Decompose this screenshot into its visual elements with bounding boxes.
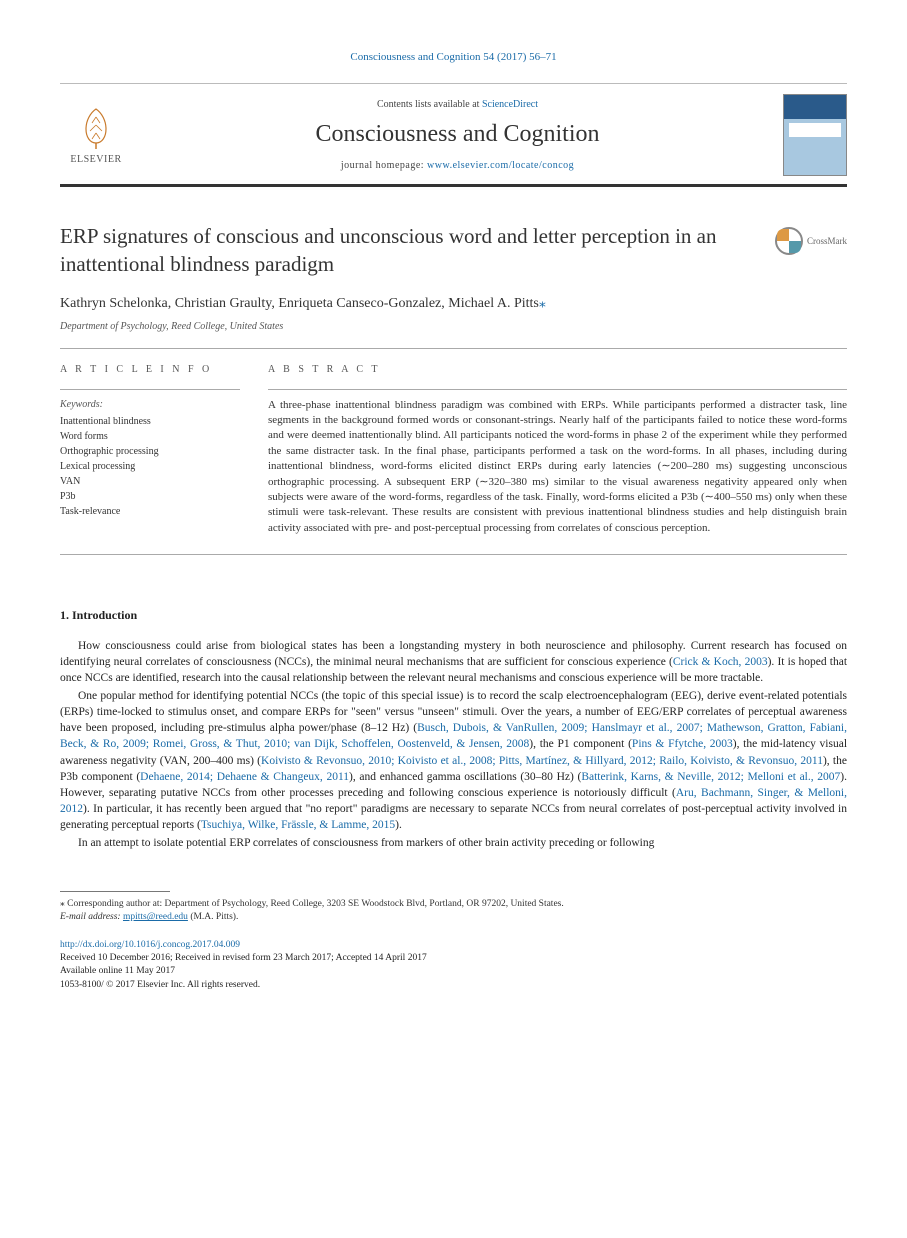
text-run: ). In particular, it has recently been a… <box>60 803 847 831</box>
citation-link[interactable]: Crick & Koch, 2003 <box>673 656 768 668</box>
journal-cover-thumbnail[interactable] <box>783 94 847 176</box>
sciencedirect-link[interactable]: ScienceDirect <box>482 99 538 110</box>
corresponding-author-marker[interactable]: ⁎ <box>539 296 546 311</box>
keyword: Lexical processing <box>60 459 240 474</box>
citation-link[interactable]: Koivisto & Revonsuo, 2010; Koivisto et a… <box>261 755 823 767</box>
keyword: Inattentional blindness <box>60 414 240 429</box>
copyright-line: 1053-8100/ © 2017 Elsevier Inc. All righ… <box>60 979 847 992</box>
contents-prefix: Contents lists available at <box>377 99 482 110</box>
body-paragraph: One popular method for identifying poten… <box>60 688 847 833</box>
citation-header: Consciousness and Cognition 54 (2017) 56… <box>60 50 847 65</box>
section-heading-introduction: 1. Introduction <box>60 607 847 624</box>
text-run: ). <box>395 819 402 831</box>
homepage-prefix: journal homepage: <box>341 160 427 171</box>
citation-link[interactable]: Batterink, Karns, & Neville, 2012; Mello… <box>581 771 840 783</box>
author-list: Kathryn Schelonka, Christian Graulty, En… <box>60 294 847 314</box>
journal-name: Consciousness and Cognition <box>144 118 771 152</box>
text-run: ), and enhanced gamma oscillations (30–8… <box>349 771 581 783</box>
available-online: Available online 11 May 2017 <box>60 965 847 978</box>
article-title: ERP signatures of conscious and unconsci… <box>60 223 847 278</box>
abstract-column: A B S T R A C T A three-phase inattentio… <box>268 363 847 537</box>
received-dates: Received 10 December 2016; Received in r… <box>60 952 847 965</box>
footnote-text: ⁎ Corresponding author at: Department of… <box>60 898 847 911</box>
affiliation: Department of Psychology, Reed College, … <box>60 320 847 334</box>
divider <box>60 348 847 349</box>
article-info-header: A R T I C L E I N F O <box>60 363 240 377</box>
citation-link[interactable]: Pins & Ffytche, 2003 <box>632 738 733 750</box>
doi-block: http://dx.doi.org/10.1016/j.concog.2017.… <box>60 939 847 992</box>
email-link[interactable]: mpitts@reed.edu <box>123 912 188 922</box>
journal-homepage: journal homepage: www.elsevier.com/locat… <box>144 159 771 173</box>
body-paragraph: How consciousness could arise from biolo… <box>60 638 847 686</box>
corresponding-author-footnote: ⁎ Corresponding author at: Department of… <box>60 898 847 925</box>
citation-link[interactable]: Dehaene, 2014; Dehaene & Changeux, 2011 <box>140 771 349 783</box>
keyword: Word forms <box>60 429 240 444</box>
body-paragraph: In an attempt to isolate potential ERP c… <box>60 835 847 851</box>
keyword: Orthographic processing <box>60 444 240 459</box>
abstract-text: A three-phase inattentional blindness pa… <box>268 398 847 537</box>
keyword: Task-relevance <box>60 504 240 519</box>
contents-lists-line: Contents lists available at ScienceDirec… <box>144 98 771 112</box>
authors-text: Kathryn Schelonka, Christian Graulty, En… <box>60 296 539 311</box>
crossmark-label: CrossMark <box>807 235 847 248</box>
text-run: ), the P1 component ( <box>529 738 632 750</box>
abstract-header: A B S T R A C T <box>268 363 847 377</box>
homepage-link[interactable]: www.elsevier.com/locate/concog <box>427 160 574 171</box>
elsevier-tree-icon <box>72 103 120 151</box>
keyword: P3b <box>60 489 240 504</box>
crossmark-icon <box>775 227 803 255</box>
divider <box>60 554 847 555</box>
email-label: E-mail address: <box>60 912 123 922</box>
elsevier-text: ELSEVIER <box>70 153 121 167</box>
crossmark-badge[interactable]: CrossMark <box>775 227 847 255</box>
footnote-rule <box>60 891 170 892</box>
doi-link[interactable]: http://dx.doi.org/10.1016/j.concog.2017.… <box>60 940 240 950</box>
keyword: VAN <box>60 474 240 489</box>
elsevier-logo[interactable]: ELSEVIER <box>60 103 132 167</box>
journal-header-bar: ELSEVIER Contents lists available at Sci… <box>60 83 847 187</box>
keywords-label: Keywords: <box>60 398 240 412</box>
email-suffix: (M.A. Pitts). <box>188 912 238 922</box>
citation-link[interactable]: Tsuchiya, Wilke, Frässle, & Lamme, 2015 <box>201 819 395 831</box>
article-info-column: A R T I C L E I N F O Keywords: Inattent… <box>60 363 240 537</box>
keywords-list: Inattentional blindness Word forms Ortho… <box>60 414 240 519</box>
